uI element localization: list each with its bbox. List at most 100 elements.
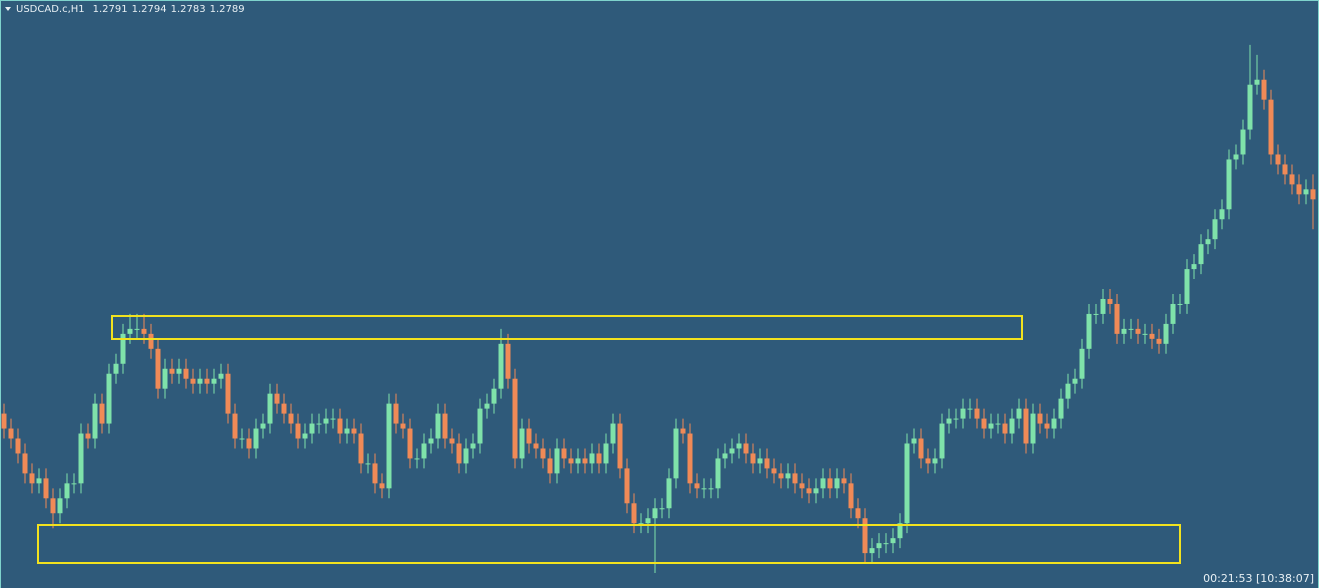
candle-body (659, 508, 665, 510)
candle-body (379, 483, 385, 489)
candle-body (484, 403, 490, 409)
candle-body (673, 428, 679, 479)
candle-body (1240, 129, 1246, 155)
candle-body (1191, 264, 1197, 270)
candle-body (1177, 303, 1183, 305)
candle-body (365, 463, 371, 465)
candle-body (1198, 244, 1204, 265)
candle-body (1072, 378, 1078, 384)
candle-body (1030, 413, 1036, 444)
candle-body (813, 488, 819, 494)
candle-body (1058, 398, 1064, 419)
candle-body (778, 473, 784, 479)
candle-body (638, 523, 644, 525)
candle-body (393, 403, 399, 424)
candle-body (862, 518, 868, 554)
candle-body (1212, 219, 1218, 240)
ohlc-header: 1.2791 1.2794 1.2783 1.2789 (93, 4, 245, 15)
candle-body (414, 458, 420, 460)
candle-body (526, 428, 532, 444)
candle-body (407, 428, 413, 459)
candle-body (834, 478, 840, 489)
candle-body (64, 483, 70, 499)
candle-body (57, 498, 63, 514)
candle-body (1142, 333, 1148, 335)
candle-body (687, 433, 693, 484)
candle-body (71, 483, 77, 485)
candle-body (43, 478, 49, 499)
candle-body (1268, 99, 1274, 155)
support-zone (37, 524, 1181, 564)
candle-body (582, 458, 588, 464)
candle-body (36, 478, 42, 484)
candle-body (897, 523, 903, 539)
resistance-zone (111, 315, 1023, 340)
candle-body (974, 408, 980, 419)
candle-body (1205, 239, 1211, 245)
candle-body (1296, 184, 1302, 195)
candle-body (113, 363, 119, 374)
candle-body (512, 378, 518, 459)
candle-body (309, 423, 315, 434)
candle-body (29, 473, 35, 484)
candle-body (729, 448, 735, 454)
candle-body (1184, 269, 1190, 304)
candle-body (351, 428, 357, 434)
candle-body (694, 483, 700, 489)
candle-body (386, 403, 392, 489)
candle-body (610, 423, 616, 444)
candle-body (855, 508, 861, 519)
candle-body (589, 453, 595, 464)
candle-body (631, 503, 637, 524)
ohlc-value: 1.2789 (210, 4, 245, 15)
candle-body (1079, 348, 1085, 379)
candle-body (218, 373, 224, 379)
candle-body (323, 418, 329, 424)
candles (1, 44, 1316, 574)
candle-body (652, 508, 658, 519)
candle-body (953, 418, 959, 420)
candle-body (456, 443, 462, 464)
candle-body (806, 488, 812, 494)
ohlc-value: 1.2783 (171, 4, 206, 15)
candle-body (547, 458, 553, 474)
candle-body (722, 453, 728, 459)
candle-body (85, 433, 91, 439)
candle-body (932, 458, 938, 464)
candle-body (876, 543, 882, 549)
candle-body (981, 418, 987, 429)
candle-body (92, 403, 98, 439)
candle-body (946, 418, 952, 424)
candle-body (596, 453, 602, 464)
candle-body (260, 423, 266, 429)
candle-body (1107, 298, 1113, 304)
candle-body (820, 478, 826, 489)
candle-body (568, 458, 574, 464)
candle-body (519, 428, 525, 459)
candle-body (743, 443, 749, 454)
candle-body (274, 393, 280, 404)
candle-body (561, 448, 567, 459)
candle-body (498, 343, 504, 389)
candle-body (106, 373, 112, 424)
candle-body (141, 328, 147, 334)
symbol-title: USDCAD.c,H1 (16, 4, 85, 15)
candle-body (99, 403, 105, 424)
candle-body (232, 413, 238, 439)
candle-body (540, 448, 546, 459)
candle-body (267, 393, 273, 424)
candle-body (330, 418, 336, 420)
candle-body (358, 433, 364, 464)
countdown: 00:21:53 [10:38:07] (1203, 572, 1314, 585)
candle-body (1100, 298, 1106, 314)
candle-body (435, 413, 441, 439)
candle-body (134, 328, 140, 330)
candle-body (1149, 333, 1155, 339)
candle-body (1261, 79, 1267, 100)
candle-body (288, 413, 294, 424)
candle-body (827, 478, 833, 489)
candle-body (421, 443, 427, 459)
candle-body (666, 478, 672, 509)
dropdown-icon[interactable] (5, 7, 11, 11)
candle-body (162, 368, 168, 389)
